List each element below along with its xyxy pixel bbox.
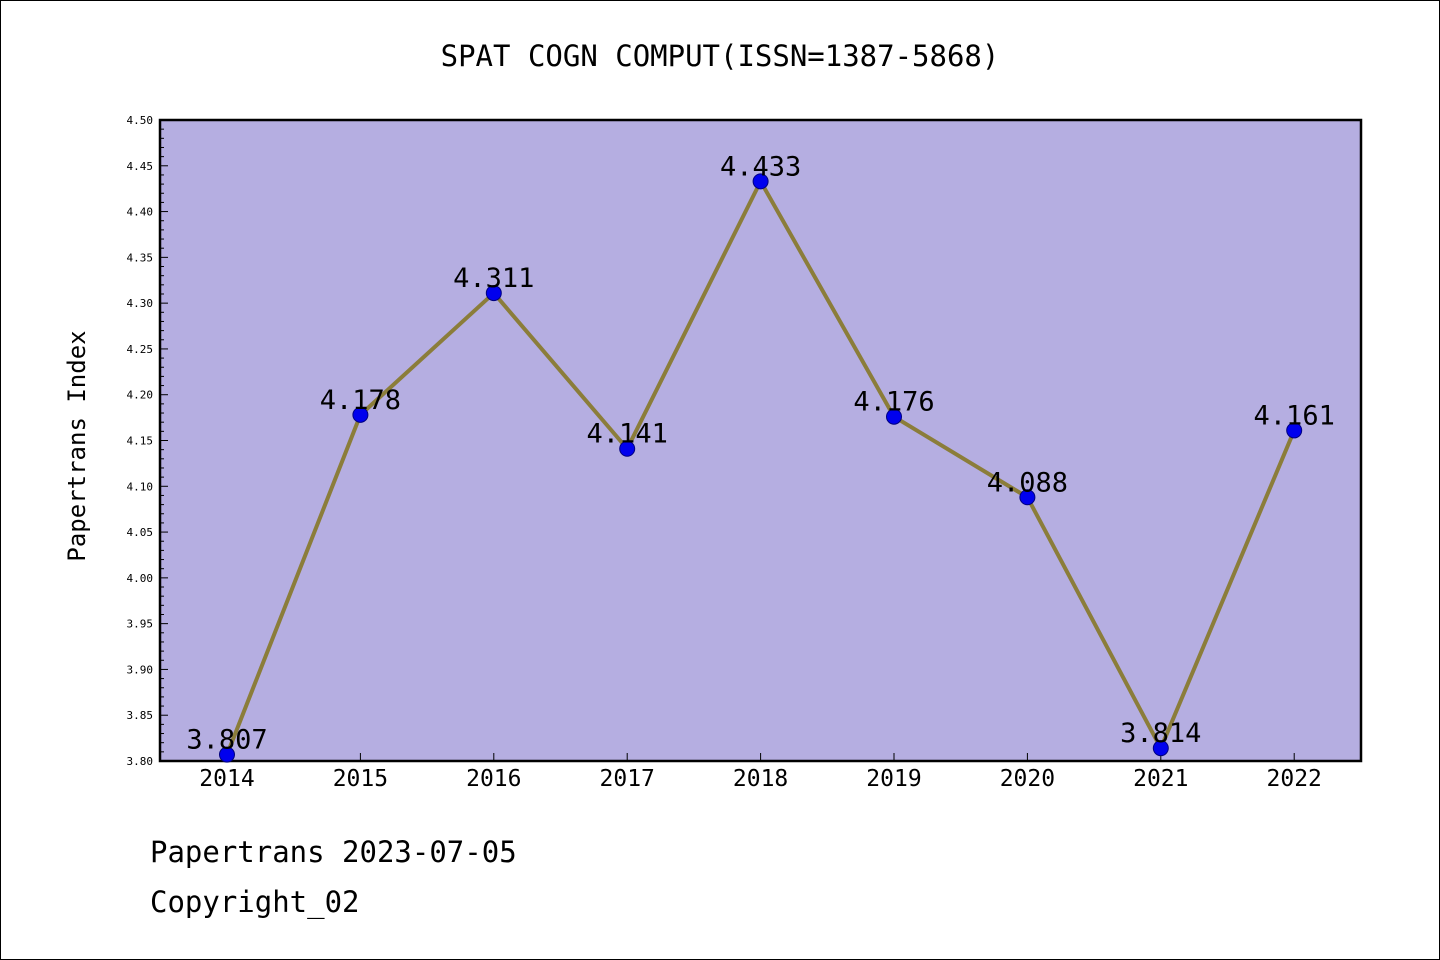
data-point [752,173,769,190]
x-axis: 2014 2015 2016 2017 2018 2019 2020 2021 2022 [199,753,1322,792]
x-tick-label: 2021 [1133,766,1188,792]
data-label: 3.807 [186,725,267,756]
data-label: 4.178 [320,385,401,416]
y-tick-label: 4.15 [127,435,154,448]
data-label: 4.311 [453,263,534,294]
y-tick-label: 4.20 [127,389,154,402]
x-tick-label: 2017 [600,766,655,792]
data-label: 4.088 [987,467,1068,498]
y-tick-label: 4.40 [127,206,154,219]
data-point [352,406,369,423]
y-tick-label: 4.25 [127,343,154,356]
chart-title: SPAT COGN COMPUT(ISSN=1387-5868) [441,39,1000,73]
footer-date: Papertrans 2023-07-05 [150,835,517,869]
y-axis: 3.80 3.85 3.90 3.95 4.00 4.05 4.10 4.15 4.20 4.25… [127,114,168,768]
y-tick-label: 4.45 [127,160,154,173]
y-tick-label: 4.35 [127,251,154,264]
data-label: 3.814 [1120,718,1201,749]
data-labels: 3.807 4.178 4.311 4.141 4.433 4.176 4.088 3.814… [186,151,1334,755]
data-label: 4.176 [853,387,934,418]
x-tick-label: 2015 [333,766,388,792]
data-point [1019,489,1036,506]
x-tick-label: 2018 [733,766,788,792]
y-tick-label: 4.10 [127,480,154,493]
x-tick-label: 2016 [466,766,521,792]
y-tick-label: 3.85 [127,709,154,722]
data-point [485,285,502,302]
data-label: 4.161 [1254,400,1335,431]
data-point [886,408,902,425]
data-point [1286,422,1303,439]
y-axis-label: Papertrans Index [63,330,91,561]
x-tick-label: 2020 [1000,766,1055,792]
x-tick-label: 2014 [199,766,254,792]
footer-copyright: Copyright_02 [150,885,360,919]
plot-area [158,118,1363,763]
y-tick-label: 4.05 [127,526,154,539]
x-tick-label: 2019 [866,766,921,792]
data-point [219,746,235,763]
y-tick-label: 3.90 [127,663,154,676]
data-point [1152,740,1169,757]
data-label: 4.141 [587,419,668,450]
y-tick-label: 3.80 [127,755,154,768]
y-tick-label: 4.50 [127,114,154,127]
y-tick-label: 4.30 [127,297,154,310]
y-tick-label: 3.95 [127,618,154,631]
x-tick-label: 2022 [1267,766,1322,792]
data-label: 4.433 [720,151,801,182]
y-tick-label: 4.00 [127,572,154,585]
data-point [619,440,636,457]
data-markers [219,173,1303,763]
